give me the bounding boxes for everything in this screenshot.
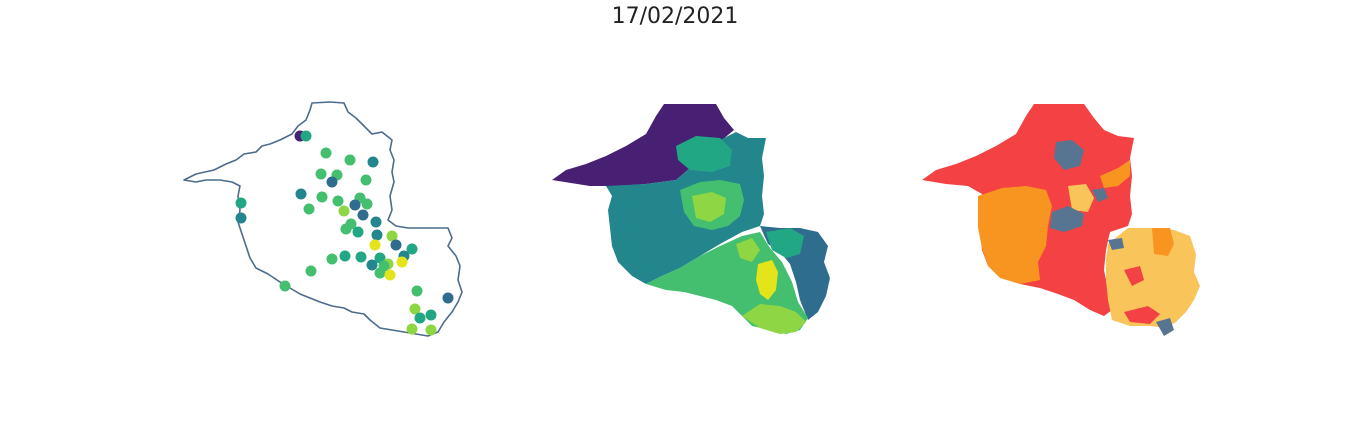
point-marker <box>339 250 351 262</box>
point-marker <box>315 168 327 180</box>
point-marker <box>396 256 408 268</box>
point-marker <box>352 226 364 238</box>
point-marker <box>361 198 373 210</box>
point-marker <box>305 265 317 277</box>
point-marker <box>374 267 386 279</box>
point-marker <box>344 154 356 166</box>
point-marker <box>326 253 338 265</box>
risk-region-west-orange <box>978 186 1052 284</box>
point-marker <box>349 199 361 211</box>
risk-region-slate-center <box>1050 206 1084 232</box>
point-marker <box>355 251 367 263</box>
point-marker <box>235 212 247 224</box>
point-marker <box>384 269 396 281</box>
region-mid-lime <box>736 238 760 262</box>
point-marker <box>357 209 369 221</box>
risk-region-east-yellow <box>1106 228 1200 328</box>
point-marker <box>370 216 382 228</box>
point-marker <box>338 205 350 217</box>
point-marker <box>295 188 307 200</box>
point-marker <box>332 195 344 207</box>
region-east-green <box>766 228 804 258</box>
point-marker <box>367 156 379 168</box>
risk-region-orange-east <box>1152 228 1174 256</box>
point-marker <box>303 203 315 215</box>
point-marker <box>300 130 312 142</box>
region-center-lime <box>692 192 726 222</box>
risk-region-yellow-north <box>1068 184 1094 212</box>
point-marker <box>411 285 423 297</box>
point-marker <box>425 309 437 321</box>
point-marker <box>369 239 381 251</box>
points-layer <box>235 130 454 336</box>
point-marker <box>442 292 454 304</box>
risk-region-red-southeast <box>1124 306 1160 324</box>
risk-region-slate-south <box>1156 318 1174 336</box>
point-marker <box>340 223 352 235</box>
risk-region-orange-north <box>1100 160 1130 188</box>
point-marker <box>425 324 437 336</box>
risk-region-slate-mid <box>1108 238 1124 250</box>
risk-region-red-south <box>1124 266 1144 286</box>
point-marker <box>360 174 372 186</box>
risk-region-slate-small <box>1092 188 1108 202</box>
point-marker <box>386 230 398 242</box>
point-marker <box>409 303 421 315</box>
region-south-lime <box>742 304 806 334</box>
point-marker <box>406 323 418 335</box>
point-marker <box>366 259 378 271</box>
point-marker <box>279 280 291 292</box>
point-marker <box>235 197 247 209</box>
point-marker <box>326 176 338 188</box>
region-north-green <box>676 136 732 172</box>
point-marker <box>414 312 426 324</box>
point-marker <box>390 239 402 251</box>
point-marker <box>371 229 383 241</box>
point-marker <box>316 191 328 203</box>
point-marker <box>320 147 332 159</box>
risk-region-slate-north <box>1054 140 1084 170</box>
point-marker <box>406 243 418 255</box>
figure-title: 17/02/2021 <box>611 4 739 29</box>
region-south-yellow <box>756 260 778 300</box>
